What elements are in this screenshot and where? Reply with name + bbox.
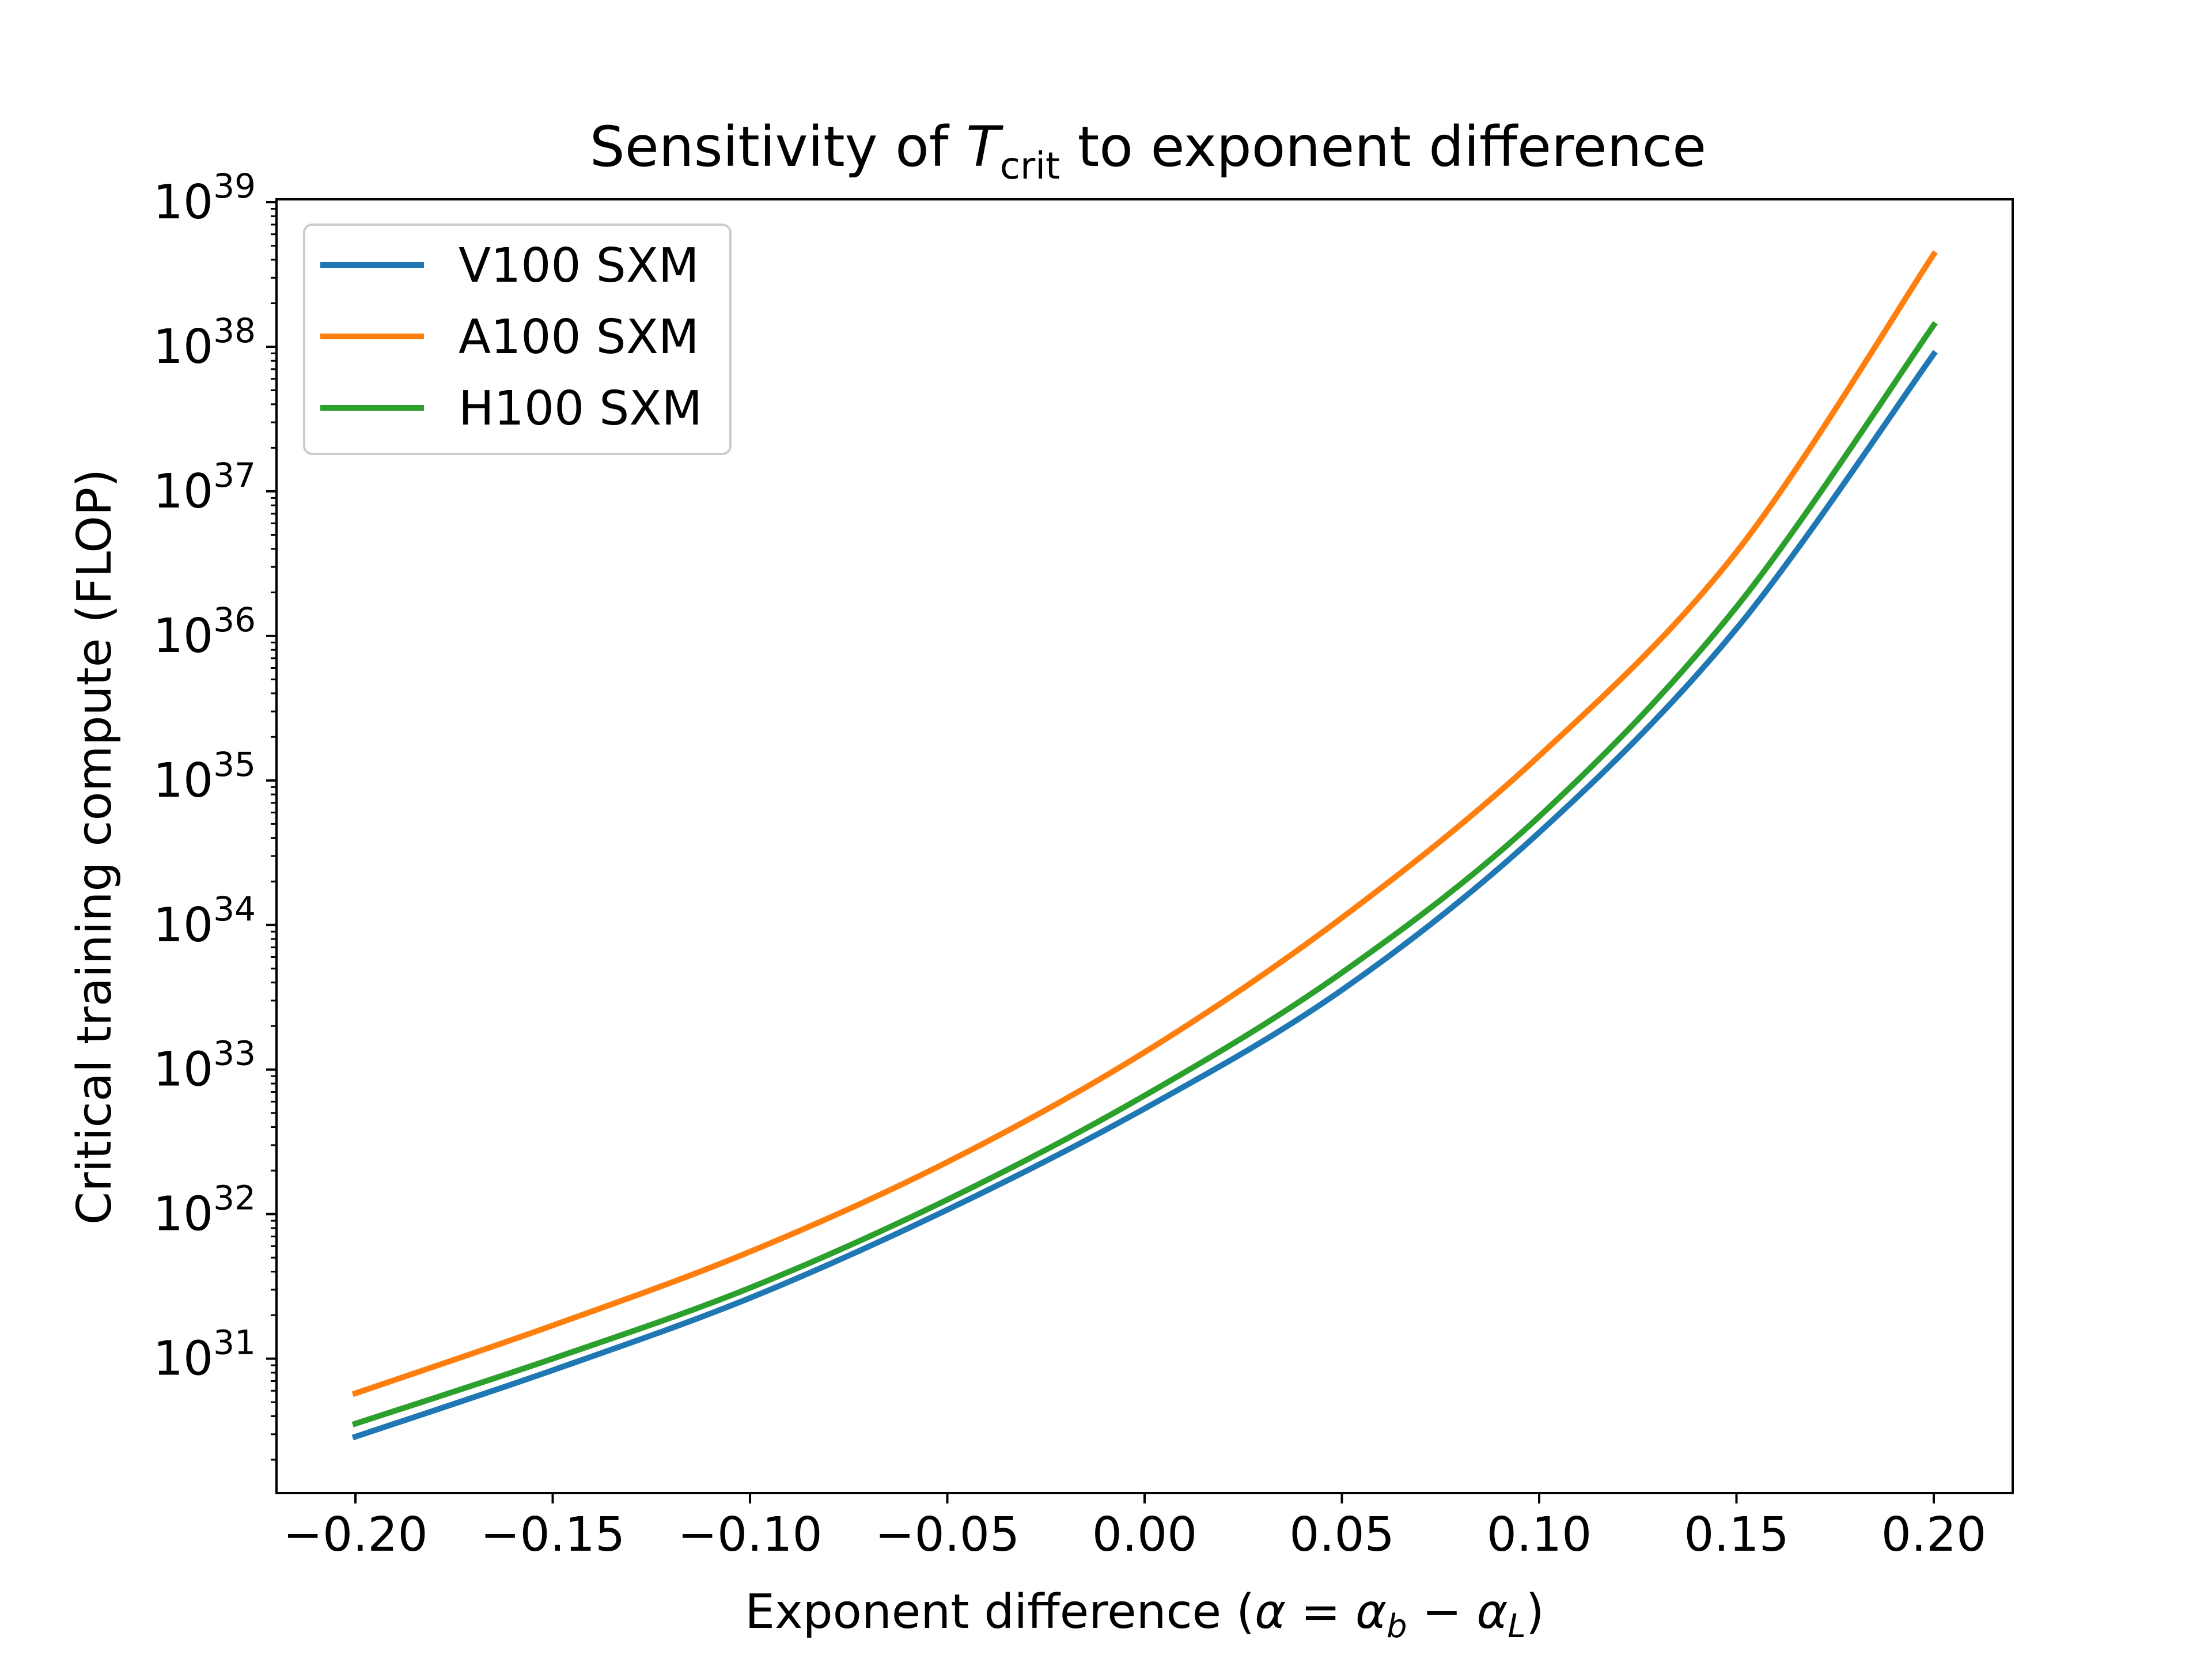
series-line-h100-sxm: [351, 321, 1938, 1427]
legend-label: A100 SXM: [459, 310, 699, 365]
x-tick-label: 0.20: [1881, 1508, 1987, 1562]
y-tick-label: 1033: [153, 1034, 256, 1097]
x-tick-label: −0.05: [875, 1508, 1020, 1562]
legend: V100 SXM A100 SXM H100 SXM: [303, 224, 732, 455]
x-tick-label: −0.10: [677, 1508, 822, 1562]
x-tick-label: 0.10: [1487, 1508, 1592, 1562]
x-tick-label: 0.05: [1289, 1508, 1395, 1562]
x-axis: −0.20 −0.15 −0.10 −0.05 0.00 0.05 0.10 0.15 0.20: [283, 1493, 1986, 1562]
plot-area: [351, 250, 1938, 1441]
legend-label: V100 SXM: [459, 238, 699, 293]
x-axis-label: Exponent difference (α = αb − αL): [745, 1585, 1544, 1645]
series-line-v100-sxm: [351, 350, 1938, 1441]
y-tick-label: 1034: [153, 889, 256, 953]
x-tick-label: 0.00: [1092, 1508, 1198, 1562]
series-line-a100-sxm: [351, 250, 1938, 1397]
y-axis-label: Critical training compute (FLOP): [67, 469, 122, 1225]
y-axis: 1031 1032 1033 1034 1035 1036 1037 1038 1039: [153, 166, 276, 1461]
y-tick-label: 1035: [153, 745, 256, 808]
y-tick-label: 1032: [153, 1179, 256, 1242]
x-tick-label: −0.20: [283, 1508, 427, 1562]
y-tick-label: 1037: [153, 456, 256, 519]
legend-label: H100 SXM: [459, 381, 702, 436]
y-tick-label: 1036: [153, 600, 256, 664]
y-tick-label: 1039: [153, 166, 256, 230]
legend-box: [303, 224, 732, 455]
x-tick-label: 0.15: [1684, 1508, 1789, 1562]
y-tick-label: 1038: [153, 311, 256, 374]
x-tick-label: −0.15: [480, 1508, 625, 1562]
y-tick-label: 1031: [153, 1323, 256, 1387]
chart-title: Sensitivity of Tcrit to exponent differe…: [590, 115, 1706, 188]
